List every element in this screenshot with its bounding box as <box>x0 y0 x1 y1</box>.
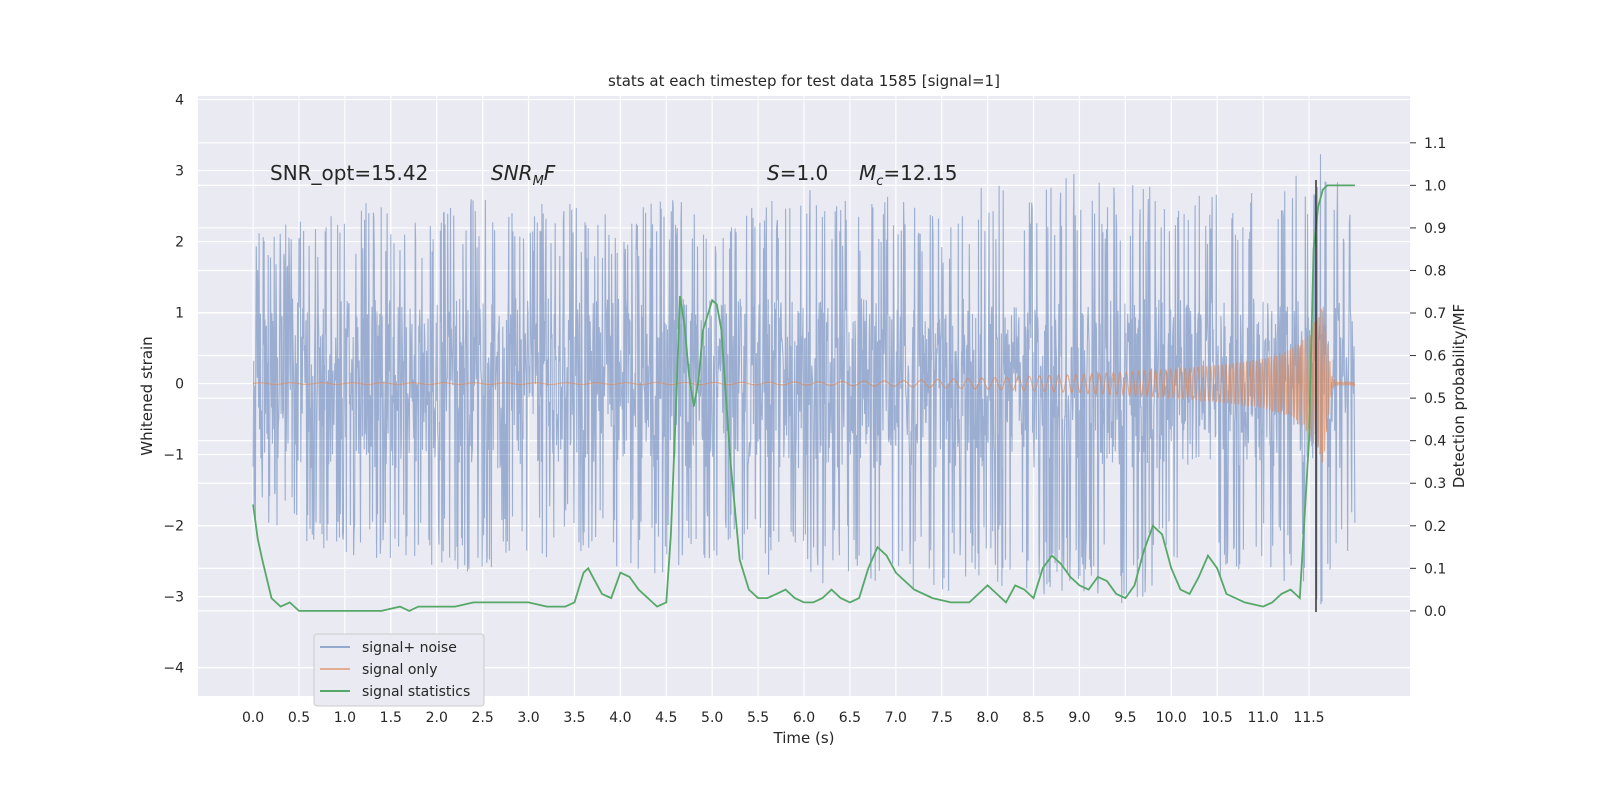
x-tick-label: 1.0 <box>334 710 356 726</box>
y-axis-label: Whitened strain <box>138 336 156 455</box>
y-right-tick-label: 0.0 <box>1424 604 1446 620</box>
y-axis-ticks: 4 3 2 1 0 −1 −2 −3 −4 <box>163 93 184 677</box>
x-tick-label: 0.5 <box>288 710 310 726</box>
series-signal-statistics <box>252 184 1355 612</box>
y-tick-label: −3 <box>163 590 184 606</box>
y-tick-label: 1 <box>175 306 184 322</box>
x-tick-label: 5.5 <box>747 710 769 726</box>
x-tick-label: 4.5 <box>655 710 677 726</box>
y-tick-label: −2 <box>163 519 184 535</box>
x-tick-label: 11.0 <box>1248 710 1279 726</box>
x-tick-label: 1.5 <box>380 710 402 726</box>
x-tick-label: 2.5 <box>472 710 494 726</box>
x-tick-label: 4.0 <box>609 710 631 726</box>
legend-label-signal: signal only <box>362 662 437 678</box>
y-tick-label: 2 <box>175 235 184 251</box>
right-y-axis-ticks: 1.1 1.0 0.9 0.8 0.7 0.6 0.5 0.4 0.3 0.2 0.1 0.0 <box>1410 136 1446 620</box>
annotation-snr-opt: SNR_opt=15.42 <box>270 161 428 185</box>
y-right-tick-label: 0.7 <box>1424 306 1446 322</box>
y-right-tick-label: 0.2 <box>1424 519 1446 535</box>
right-y-axis-label: Detection probability/MF <box>1450 304 1468 488</box>
series-signal-only <box>253 306 1356 463</box>
y-tick-label: 4 <box>175 93 184 109</box>
x-tick-label: 10.0 <box>1156 710 1187 726</box>
x-tick-label: 7.0 <box>885 710 907 726</box>
x-tick-label: 10.5 <box>1202 710 1233 726</box>
x-tick-label: 5.0 <box>701 710 723 726</box>
y-right-tick-label: 0.1 <box>1424 561 1446 577</box>
y-tick-label: −4 <box>163 661 184 677</box>
series-signal-noise <box>252 154 1356 605</box>
y-tick-label: 0 <box>175 377 184 393</box>
x-tick-label: 3.0 <box>517 710 539 726</box>
y-tick-label: −1 <box>163 448 184 464</box>
x-tick-label: 9.5 <box>1114 710 1136 726</box>
annotation-mc: Mc=12.15 <box>859 161 957 189</box>
y-right-tick-label: 0.9 <box>1424 221 1446 237</box>
y-right-tick-label: 0.3 <box>1424 476 1446 492</box>
legend: signal+ noise signal only signal statist… <box>313 633 485 707</box>
legend-box <box>313 633 485 707</box>
legend-label-noise: signal+ noise <box>362 640 457 656</box>
annotation-s: S=1.0 <box>767 161 828 185</box>
y-right-tick-label: 1.0 <box>1424 178 1446 194</box>
x-tick-label: 9.0 <box>1068 710 1090 726</box>
x-tick-label: 7.5 <box>931 710 953 726</box>
y-right-tick-label: 0.6 <box>1424 349 1446 365</box>
x-tick-label: 2.0 <box>426 710 448 726</box>
signal-noise-trace <box>252 154 1356 605</box>
y-tick-label: 3 <box>175 164 184 180</box>
x-axis-ticks: 0.0 0.5 1.0 1.5 2.0 2.5 3.0 3.5 4.0 4.5 5.0 5.5 6.0 6… <box>242 710 1325 726</box>
y-right-tick-label: 0.8 <box>1424 263 1446 279</box>
legend-label-stats: signal statistics <box>362 684 470 700</box>
annotation-snr-mf: SNRMF <box>491 161 556 189</box>
x-tick-label: 11.5 <box>1293 710 1324 726</box>
x-axis-label: Time (s) <box>773 729 835 747</box>
x-tick-label: 3.5 <box>563 710 585 726</box>
x-tick-label: 6.0 <box>793 710 815 726</box>
signal-only-trace <box>253 306 1356 463</box>
x-tick-label: 0.0 <box>242 710 264 726</box>
x-tick-label: 8.0 <box>977 710 999 726</box>
y-right-tick-label: 1.1 <box>1424 136 1446 152</box>
x-tick-label: 6.5 <box>839 710 861 726</box>
signal-statistics-line <box>252 184 1355 612</box>
y-right-tick-label: 0.4 <box>1424 434 1446 450</box>
chart-title: stats at each timestep for test data 158… <box>608 72 1000 90</box>
x-tick-label: 8.5 <box>1022 710 1044 726</box>
y-right-tick-label: 0.5 <box>1424 391 1446 407</box>
